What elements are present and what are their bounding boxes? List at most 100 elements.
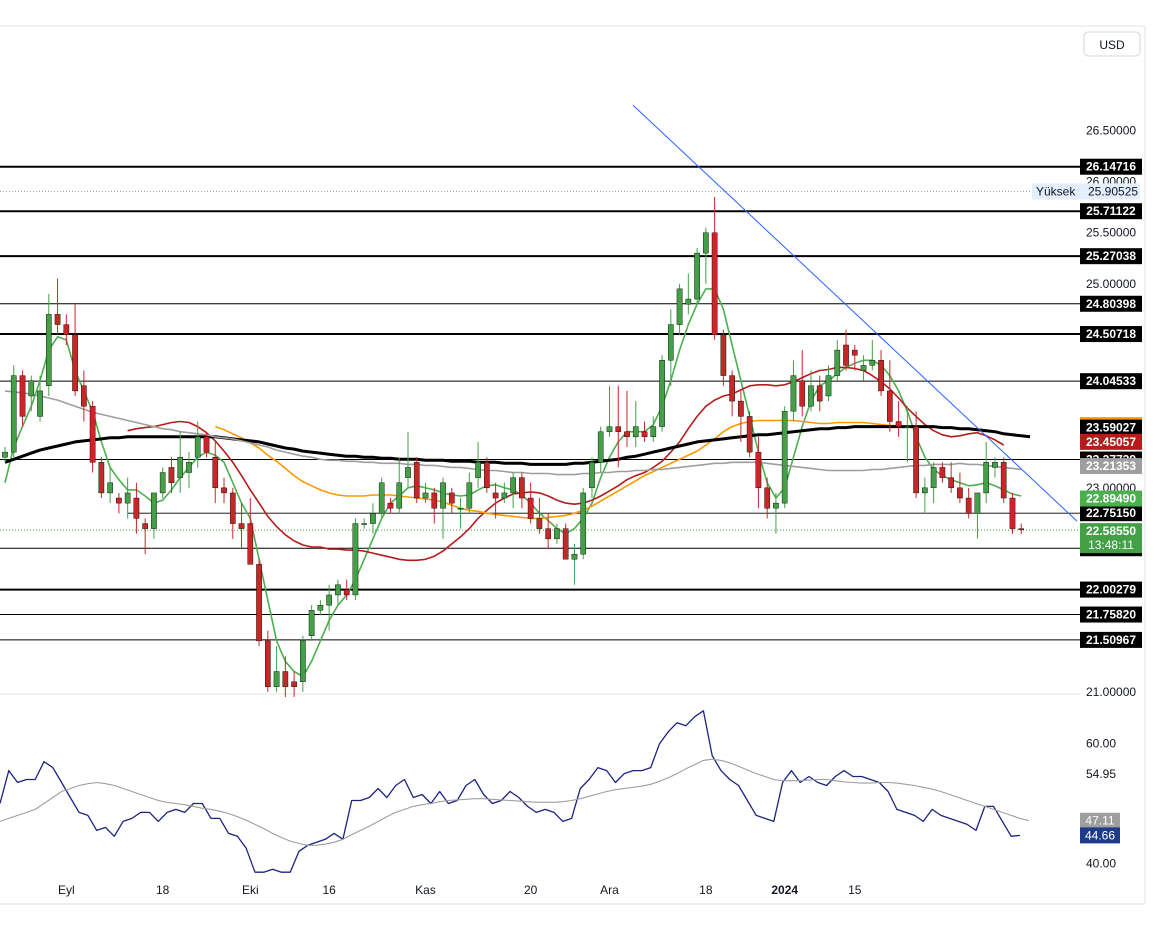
candle-body <box>19 375 26 417</box>
currency-button[interactable]: USD <box>1083 31 1141 57</box>
indicator-badge-bg <box>1080 419 1142 436</box>
moving-average-line <box>4 425 1031 466</box>
candle-body <box>799 380 806 407</box>
time-tick-label: 18 <box>156 883 170 897</box>
time-tick-label: Kas <box>415 883 436 897</box>
candle-body <box>484 462 490 489</box>
high-marker-bg <box>1032 183 1140 200</box>
trendlines <box>632 104 1078 522</box>
candle-body <box>159 472 166 494</box>
candle-body <box>352 523 359 596</box>
candle-body <box>974 492 981 514</box>
candle-body <box>387 502 394 509</box>
candle-body <box>860 365 867 371</box>
candle-body <box>212 457 219 489</box>
candle-body <box>816 385 823 402</box>
moving-average-line <box>127 366 1005 562</box>
candle-body <box>571 553 578 560</box>
time-tick-label: Eyl <box>58 883 75 897</box>
candle-body <box>957 487 963 499</box>
candle-body <box>300 640 306 682</box>
candle-body <box>667 324 674 361</box>
price-badges: 26.14716 25.71122 25.27038 24.80398 24.50718… <box>1032 158 1142 844</box>
level-badge-label: 22.00279 <box>1086 583 1136 597</box>
candle-body <box>81 385 87 407</box>
candle-body <box>89 406 96 463</box>
price-tick-label: 26.50000 <box>1086 124 1136 138</box>
candle-body <box>843 344 849 366</box>
rsi-badge-bg <box>1080 812 1120 829</box>
candle-body <box>28 380 35 397</box>
time-tick-label: 20 <box>524 883 538 897</box>
rsi-tick-label: 60.00 <box>1086 737 1116 751</box>
candle-body <box>54 314 61 325</box>
candle-body <box>98 462 105 494</box>
rsi-tick-label: 54.95 <box>1086 767 1116 781</box>
candle-body <box>562 528 569 560</box>
axes: 26.5000026.0000025.5000025.0000023.00000… <box>58 124 1136 897</box>
candle-body <box>501 492 508 499</box>
candle-body <box>335 584 341 596</box>
indicator-badge-label: 23.21353 <box>1086 459 1136 473</box>
level-badge-bg <box>1080 248 1142 265</box>
time-tick-label: Eki <box>242 883 259 897</box>
candle-body <box>431 492 438 509</box>
candle-body <box>808 385 814 407</box>
price-tick-label: 25.00000 <box>1086 277 1136 291</box>
candle-body <box>992 462 998 468</box>
candle-body <box>685 298 692 305</box>
candle-body <box>116 497 122 504</box>
candle-body <box>37 390 43 417</box>
candle-body <box>63 324 70 335</box>
candle-body <box>711 232 718 335</box>
candle-body <box>475 462 481 478</box>
candle-body <box>264 640 271 687</box>
candle-body <box>895 421 902 427</box>
high-marker-label: Yüksek <box>1036 184 1076 198</box>
candle-body <box>1009 497 1016 529</box>
level-badge-bg <box>1080 505 1142 522</box>
candle-body <box>597 431 604 463</box>
candle-body <box>632 426 639 438</box>
candle-body <box>580 492 587 555</box>
price-tick-label: 25.50000 <box>1086 226 1136 240</box>
candle-body <box>229 492 236 524</box>
candle-body <box>703 232 709 254</box>
level-badge-label: 21.50967 <box>1086 633 1136 647</box>
time-tick-label: 18 <box>699 883 713 897</box>
candle-body <box>790 375 797 412</box>
candle-body <box>939 467 946 478</box>
candle-body <box>904 426 911 428</box>
candle-body <box>168 467 175 483</box>
level-badge-bg <box>1080 326 1142 343</box>
candle-body <box>151 492 157 529</box>
candle-body <box>273 671 280 687</box>
currency-label: USD <box>1099 38 1125 52</box>
candle-body <box>615 426 622 432</box>
rsi-series-line <box>0 758 1029 846</box>
trendline <box>632 104 1078 522</box>
candle-body <box>142 523 148 529</box>
candle-body <box>440 482 446 509</box>
price-tick-label: 21.00000 <box>1086 685 1136 699</box>
rsi-series-line <box>0 710 1021 873</box>
candle-body <box>650 426 657 438</box>
indicator-badge-label: 22.89490 <box>1086 492 1136 506</box>
indicator-badge-label: 23.45057 <box>1086 435 1136 449</box>
candle-body <box>221 487 227 494</box>
indicator-badge-bg <box>1080 458 1142 475</box>
candle-body <box>361 523 368 525</box>
candle-body <box>238 523 245 529</box>
candle-body <box>448 492 455 504</box>
rsi-indicator <box>0 710 1029 873</box>
candle-body <box>755 451 762 489</box>
candle-body <box>869 360 876 366</box>
candle-body <box>194 436 201 458</box>
candles <box>2 197 1025 697</box>
candle-body <box>317 604 324 611</box>
candle-body <box>922 487 928 494</box>
candle-body <box>2 451 8 458</box>
candle-body <box>466 482 473 509</box>
